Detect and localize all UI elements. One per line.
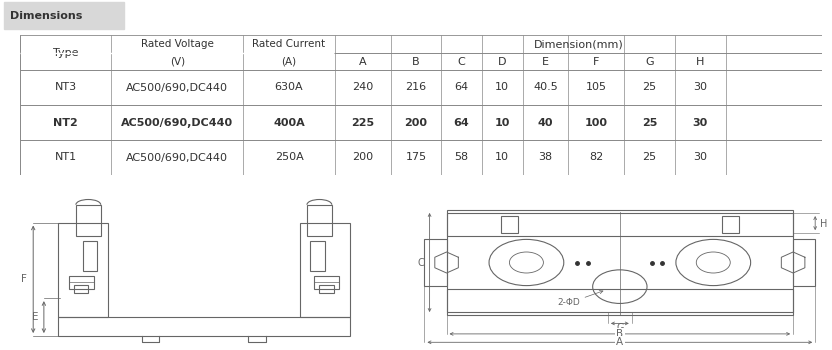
Text: 40.5: 40.5 — [533, 83, 557, 92]
Text: 250A: 250A — [275, 153, 304, 162]
Text: 30: 30 — [693, 153, 707, 162]
Bar — [447, 213, 793, 236]
Bar — [307, 205, 332, 236]
Text: E: E — [542, 56, 549, 66]
Bar — [74, 285, 88, 293]
Bar — [21, 52, 334, 54]
Text: 400A: 400A — [273, 118, 305, 127]
Text: 240: 240 — [352, 83, 374, 92]
Text: C: C — [458, 56, 465, 66]
Text: 64: 64 — [454, 83, 468, 92]
Text: (A): (A) — [281, 56, 296, 66]
Bar — [4, 2, 124, 29]
Text: 38: 38 — [538, 153, 552, 162]
Text: (V): (V) — [170, 56, 185, 66]
Bar — [69, 276, 94, 289]
Text: G: G — [616, 323, 624, 332]
Bar — [447, 289, 793, 312]
Text: B: B — [412, 56, 419, 66]
Text: Rated Voltage: Rated Voltage — [141, 39, 214, 49]
Text: 216: 216 — [405, 83, 427, 92]
Text: 30: 30 — [693, 83, 707, 92]
Text: 64: 64 — [453, 118, 469, 127]
Text: G: G — [645, 56, 654, 66]
Bar — [58, 317, 349, 336]
Text: Dimension(mm): Dimension(mm) — [533, 39, 623, 49]
Bar — [319, 285, 334, 293]
Text: 105: 105 — [586, 83, 607, 92]
Text: AC500/690,DC440: AC500/690,DC440 — [121, 118, 234, 127]
Text: NT1: NT1 — [55, 153, 77, 162]
Text: 630A: 630A — [275, 83, 304, 92]
Text: 25: 25 — [642, 153, 656, 162]
Text: 10: 10 — [494, 118, 510, 127]
Text: Dimensions: Dimensions — [10, 11, 82, 21]
Text: 82: 82 — [589, 153, 603, 162]
Text: F: F — [593, 56, 599, 66]
Text: 10: 10 — [495, 153, 509, 162]
Text: 200: 200 — [404, 118, 428, 127]
Bar — [300, 223, 349, 317]
Text: A: A — [617, 337, 623, 347]
Text: NT2: NT2 — [53, 118, 78, 127]
Text: 10: 10 — [495, 83, 509, 92]
Text: 2-ΦD: 2-ΦD — [557, 298, 580, 307]
Text: 30: 30 — [692, 118, 708, 127]
Text: Rated Current: Rated Current — [252, 39, 325, 49]
Text: 175: 175 — [405, 153, 427, 162]
Text: A: A — [359, 56, 366, 66]
Bar — [501, 216, 518, 233]
Text: B: B — [617, 329, 623, 339]
Bar — [76, 205, 101, 236]
Bar — [424, 239, 447, 286]
Text: 225: 225 — [351, 118, 374, 127]
Bar — [310, 241, 324, 271]
Text: AC500/690,DC440: AC500/690,DC440 — [126, 153, 228, 162]
Text: NT3: NT3 — [55, 83, 77, 92]
Text: 25: 25 — [642, 83, 656, 92]
Text: 25: 25 — [641, 118, 657, 127]
Text: Type: Type — [53, 48, 78, 57]
Bar — [793, 239, 815, 286]
Text: 40: 40 — [537, 118, 553, 127]
Text: AC500/690,DC440: AC500/690,DC440 — [126, 83, 228, 92]
Text: H: H — [696, 56, 705, 66]
Text: H: H — [820, 219, 828, 229]
Text: F: F — [22, 274, 27, 284]
Bar — [83, 241, 97, 271]
Text: C: C — [418, 258, 424, 267]
Text: E: E — [32, 312, 38, 322]
Text: D: D — [498, 56, 507, 66]
Text: 58: 58 — [454, 153, 468, 162]
Text: 100: 100 — [585, 118, 607, 127]
Bar — [58, 223, 108, 317]
Bar — [722, 216, 739, 233]
Text: 200: 200 — [352, 153, 374, 162]
Bar — [314, 276, 339, 289]
Bar — [447, 210, 793, 315]
